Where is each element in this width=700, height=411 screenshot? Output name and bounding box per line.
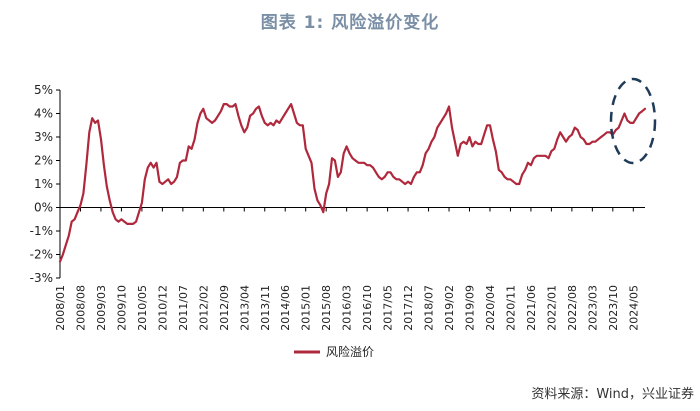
- y-tick-label: 3%: [34, 130, 53, 144]
- x-tick-label: 2009/03: [95, 285, 108, 331]
- y-tick-label: 5%: [34, 83, 53, 97]
- highlight-layer: [609, 77, 657, 165]
- x-tick-label: 2018/07: [423, 285, 436, 331]
- y-axis: 5% 4% 3% 2% 1% 0% -1% -2% -3%: [30, 83, 61, 285]
- highlight-ellipse: [609, 77, 657, 165]
- x-tick-label: 2008/08: [74, 285, 87, 331]
- y-tick-label: -2%: [30, 248, 53, 262]
- x-tick-label: 2016/10: [361, 285, 374, 331]
- series-layer: [58, 103, 647, 263]
- x-tick-label: 2017/05: [382, 285, 395, 331]
- legend-label: 风险溢价: [326, 344, 374, 359]
- x-axis: 2008/01 2008/08 2009/03 2009/10 2010/05 2010/…: [54, 207, 645, 331]
- series-line-risk-premium: [58, 103, 647, 263]
- x-tick-label: 2022/01: [545, 285, 558, 331]
- x-tick-label: 2012/02: [197, 285, 210, 331]
- x-tick-label: 2017/12: [402, 285, 415, 331]
- x-tick-label: 2016/03: [341, 285, 354, 331]
- x-tick-label: 2015/01: [300, 285, 313, 331]
- legend: 风险溢价: [294, 344, 374, 359]
- x-tick-label: 2022/08: [566, 285, 579, 331]
- x-tick-label: 2015/08: [320, 285, 333, 331]
- x-tick-label: 2010/05: [136, 285, 149, 331]
- x-tick-label: 2023/03: [586, 285, 599, 331]
- y-tick-label: 1%: [34, 177, 53, 191]
- y-tick-label: 0%: [34, 201, 53, 215]
- x-tick-label: 2008/01: [54, 285, 67, 331]
- x-tick-label: 2011/07: [177, 285, 190, 331]
- x-tick-label: 2021/06: [525, 285, 538, 331]
- source-note: 资料来源：Wind，兴业证券: [531, 386, 694, 402]
- y-tick-label: 4%: [34, 107, 53, 121]
- chart-title: 图表 1: 风险溢价变化: [260, 13, 440, 33]
- x-tick-label: 2009/10: [115, 285, 128, 331]
- x-tick-label: 2020/11: [504, 285, 517, 331]
- x-tick-label: 2019/09: [464, 285, 477, 331]
- x-tick-label: 2020/04: [484, 285, 497, 331]
- y-tick-label: 2%: [34, 154, 53, 168]
- y-tick-label: -3%: [30, 271, 53, 285]
- x-tick-label: 2010/12: [156, 285, 169, 331]
- x-tick-label: 2012/09: [218, 285, 231, 331]
- x-tick-label: 2023/10: [607, 285, 620, 331]
- x-tick-label: 2014/06: [279, 285, 292, 331]
- y-tick-label: -1%: [30, 224, 53, 238]
- x-tick-label: 2013/04: [238, 285, 251, 331]
- x-tick-label: 2019/02: [443, 285, 456, 331]
- x-tick-label: 2013/11: [259, 285, 272, 331]
- x-tick-label: 2024/05: [627, 285, 640, 331]
